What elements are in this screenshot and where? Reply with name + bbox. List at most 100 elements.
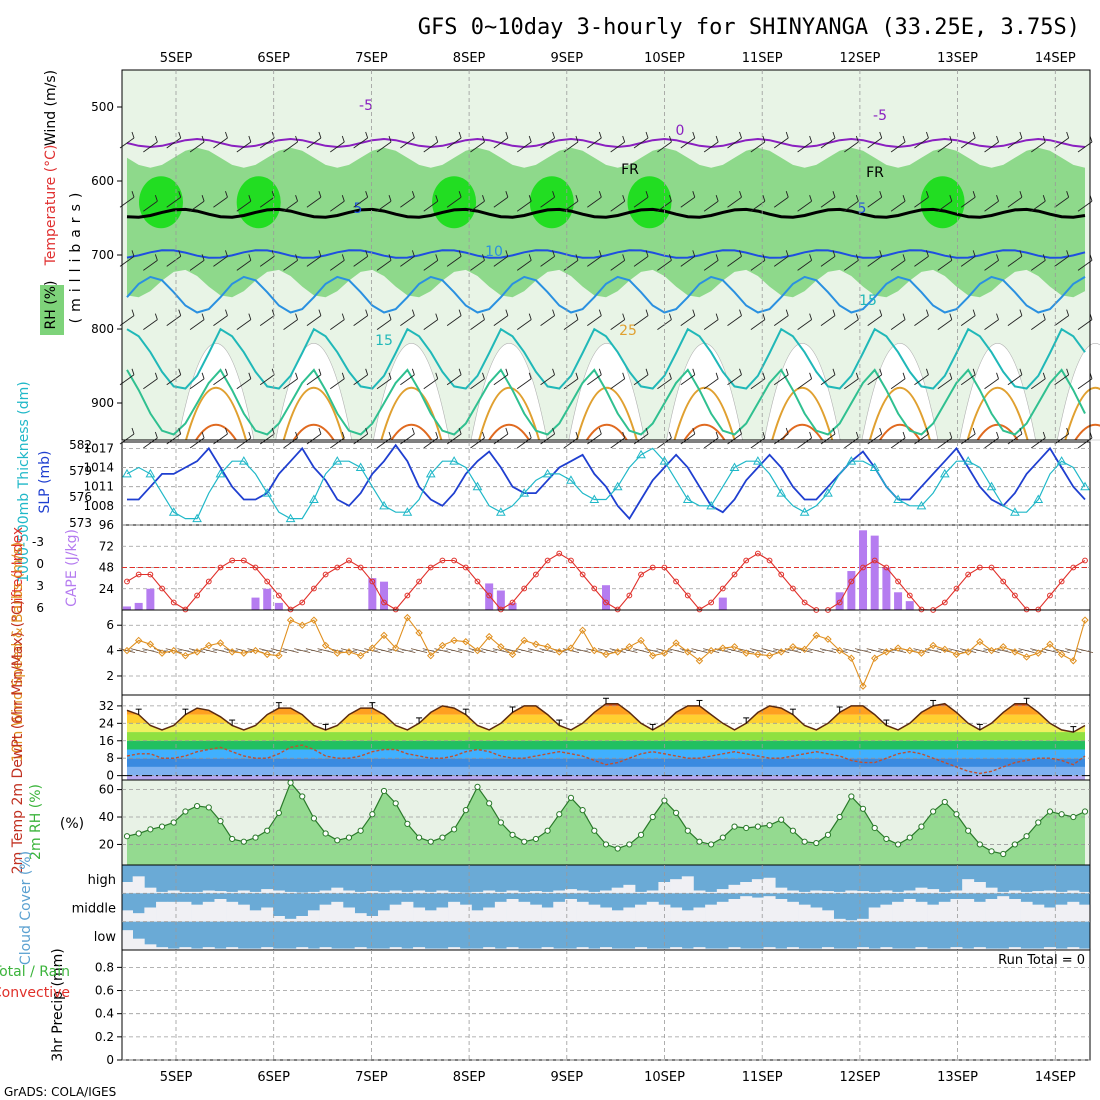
wind-barb-flag [1066, 250, 1070, 257]
wind-barb [236, 260, 252, 271]
cloud-clear-cell [331, 901, 344, 922]
cape-bar [508, 602, 517, 610]
rh-ylabel: 2m RH (%) [28, 784, 44, 860]
wind-barb-flag [598, 368, 602, 375]
thickness-marker [1080, 481, 1090, 491]
cloud-clear-cell [1079, 904, 1091, 922]
rh-marker [602, 841, 610, 848]
wind-barb [890, 319, 906, 330]
wind-barb [446, 256, 462, 267]
slp-ylabel: SLP (mb) [37, 450, 53, 513]
cloud-clear-cell [880, 904, 893, 922]
cloud-clear-cell [529, 948, 542, 950]
wind-barb-flag [154, 431, 158, 439]
wind-barb [516, 319, 532, 330]
wind-barb-flag [739, 309, 742, 316]
cloud-clear-cell [985, 899, 998, 922]
wind-barb [1054, 374, 1069, 386]
cloud-clear-cell [483, 947, 496, 950]
cloud-clear-cell [763, 896, 776, 922]
wind-barb [434, 648, 451, 653]
wind-barb [166, 137, 181, 149]
thickness-marker [519, 488, 530, 497]
wind-barb-flag [528, 313, 532, 320]
wind-barb-flag [575, 313, 579, 320]
rh-marker [614, 845, 621, 852]
wind-barb [773, 648, 790, 653]
wind-barb [213, 374, 228, 386]
cape-bar [870, 535, 879, 610]
wind-barb [516, 378, 532, 390]
cloud-clear-cell [588, 891, 601, 894]
wind-barb [330, 200, 345, 212]
wind-barb [1007, 196, 1023, 208]
wind-barb-flag [762, 195, 766, 202]
wind-barb-flag [949, 135, 953, 143]
slp-line [127, 443, 1086, 521]
rh-marker [474, 783, 481, 790]
thickness-marker [799, 507, 810, 516]
cloud-clear-cell [296, 916, 309, 922]
li-marker [766, 557, 773, 564]
cloud-clear-cell [845, 890, 858, 894]
li-marker [240, 557, 247, 564]
cape-bar [485, 583, 494, 610]
wind-barb [633, 137, 649, 149]
cloud-clear-cell [985, 887, 998, 894]
cloud-clear-cell [646, 890, 659, 894]
wind-barb [353, 256, 368, 267]
cloud-clear-cell [506, 890, 519, 894]
cloud-clear-cell [588, 948, 601, 950]
cape-bar [368, 578, 377, 610]
cloud-clear-cell [576, 890, 589, 894]
date-label-top: 6SEP [257, 51, 290, 66]
wind-barb [166, 374, 181, 386]
rh-marker [334, 837, 341, 844]
cloud-clear-cell [261, 889, 274, 894]
wind-barb-flag [996, 135, 999, 143]
wind-barb [423, 141, 439, 153]
temp-ylabel: 2m Temp 2m DewPt (6hr Min/Max) (°C) [10, 600, 26, 875]
wind-barb-flag [131, 427, 135, 435]
rh-marker [637, 831, 645, 838]
li-marker [264, 578, 271, 585]
wind-barb [423, 378, 439, 390]
cloud-clear-cell [553, 948, 566, 950]
cloud-clear-cell [413, 907, 426, 922]
wind-barb [504, 648, 521, 653]
rh-marker [205, 804, 212, 811]
wind-barb-flag [225, 250, 228, 257]
wind-barb-flag [739, 368, 742, 375]
cloud-clear-cell [962, 948, 975, 950]
thickness-marker [332, 456, 343, 465]
wind-barb-flag [411, 191, 415, 198]
wind-barb [937, 378, 953, 390]
wind-barb-flag [902, 313, 906, 320]
rh-marker [532, 835, 540, 843]
y-tick-label: 0.8 [95, 960, 114, 974]
wind-marker [345, 648, 353, 656]
wind-barb [516, 260, 532, 271]
wind-barb-flag [598, 131, 602, 139]
cloud-clear-cell [249, 910, 262, 922]
wind-barb [844, 141, 859, 153]
cloud-clear-cell [191, 904, 204, 922]
cloud-clear-cell [436, 948, 449, 950]
wind-barb-flag [411, 427, 415, 435]
wind-barb [797, 260, 812, 271]
rh-core [920, 176, 965, 229]
cloud-clear-cell [156, 891, 169, 894]
wind-barb-flag [248, 254, 252, 261]
rh-marker [170, 819, 177, 826]
wind-barb [400, 315, 415, 326]
wind-barb [867, 137, 882, 149]
wind-marker [649, 651, 657, 660]
wind-barb-flag [458, 309, 462, 316]
rh-marker [182, 808, 189, 815]
cloud-clear-cell [1043, 890, 1056, 894]
wind-barb-flag [739, 191, 742, 198]
li-marker [509, 599, 516, 606]
wind-barb [166, 256, 181, 267]
temp-contour-30 [488, 423, 530, 441]
wind-barb-flag [248, 431, 252, 439]
